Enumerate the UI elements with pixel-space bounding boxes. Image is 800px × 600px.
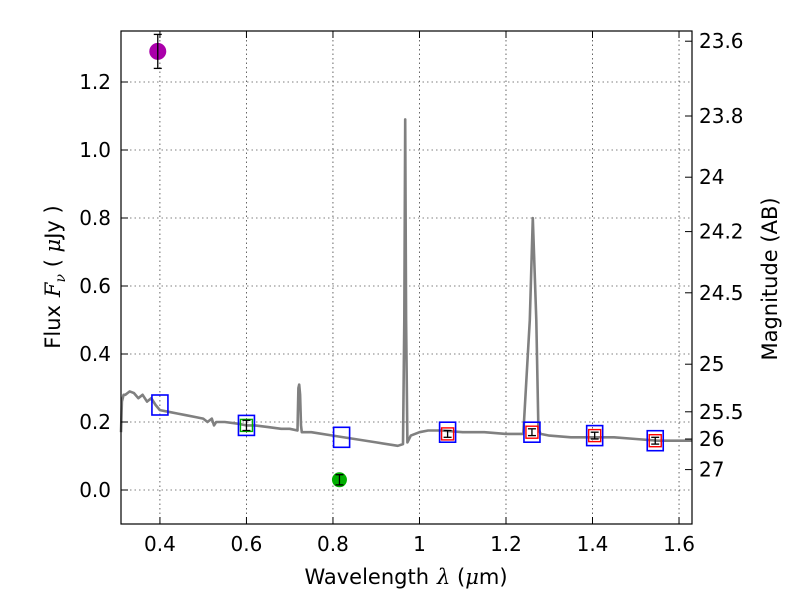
x-axis-label: Wavelength λ (μm) bbox=[304, 565, 507, 589]
y2-tick-label: 23.8 bbox=[699, 104, 744, 128]
ticks bbox=[121, 31, 692, 524]
model-photometry-point bbox=[523, 421, 541, 444]
y2-tick-label: 24.2 bbox=[699, 220, 744, 244]
observed-point bbox=[440, 427, 455, 441]
y2-tick-label: 25 bbox=[699, 352, 724, 376]
model-photometry-point bbox=[585, 424, 604, 447]
x-tick-label: 1 bbox=[413, 532, 426, 556]
x-tick-label: 1.6 bbox=[663, 532, 695, 556]
model-photometry-point bbox=[151, 394, 169, 416]
y-tick-label: 0.0 bbox=[79, 478, 111, 502]
y2-tick-label: 27 bbox=[699, 458, 724, 482]
x-tick-label: 0.8 bbox=[317, 532, 349, 556]
model-photometry-point bbox=[646, 429, 665, 452]
observed-point bbox=[648, 434, 662, 448]
x-tick-label: 1.2 bbox=[490, 532, 522, 556]
y2-tick-label: 23.6 bbox=[699, 29, 744, 53]
observed-point bbox=[239, 418, 254, 433]
y2-axis-label: Magnitude (AB) bbox=[758, 197, 782, 360]
x-tick-label: 1.4 bbox=[577, 532, 609, 556]
model-photometry-point bbox=[438, 421, 457, 444]
y2-tick-label: 25.5 bbox=[699, 400, 744, 424]
y-axis-label: FluxFν ( μJy ) bbox=[41, 205, 69, 348]
y-tick-label: 0.8 bbox=[79, 206, 111, 230]
y-tick-label: 1.2 bbox=[79, 70, 111, 94]
y2-tick-label: 24 bbox=[699, 165, 724, 189]
model-photometry-point bbox=[332, 426, 351, 449]
y2-tick-label: 26 bbox=[699, 427, 724, 451]
plot-frame bbox=[120, 30, 693, 525]
model-photometry-point bbox=[237, 414, 256, 437]
y2-tick-label: 24.5 bbox=[699, 281, 744, 305]
tick-labels: 0.4 0.6 0.8 1 1.2 1.4 1.6 0.0 0.2 0.4 0.6 0.8 1.0 1.2… bbox=[79, 29, 743, 556]
y-tick-label: 0.2 bbox=[79, 410, 111, 434]
x-tick-label: 0.4 bbox=[144, 532, 176, 556]
observed-point bbox=[587, 428, 602, 443]
y-tick-label: 1.0 bbox=[79, 138, 111, 162]
y-tick-label: 0.6 bbox=[79, 274, 111, 298]
series bbox=[119, 33, 692, 488]
model-spectrum-line bbox=[119, 118, 692, 448]
x-tick-label: 0.6 bbox=[231, 532, 263, 556]
observed-point bbox=[525, 425, 539, 439]
y-tick-label: 0.4 bbox=[79, 342, 111, 366]
